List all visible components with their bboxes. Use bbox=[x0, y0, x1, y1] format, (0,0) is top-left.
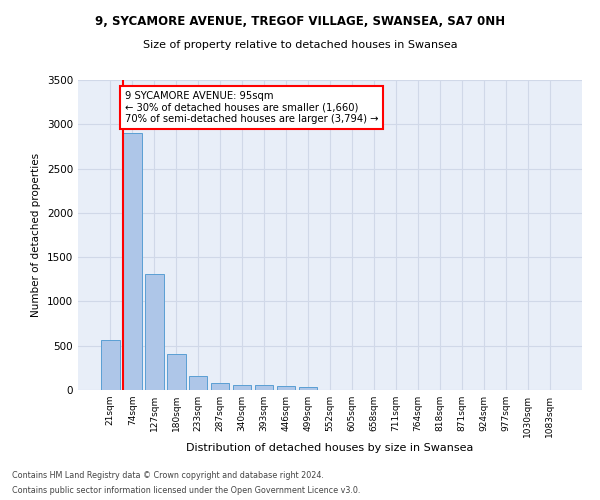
Text: Contains public sector information licensed under the Open Government Licence v3: Contains public sector information licen… bbox=[12, 486, 361, 495]
Bar bbox=[299, 386, 317, 390]
Bar bbox=[255, 385, 274, 390]
Bar bbox=[101, 340, 119, 390]
Text: Size of property relative to detached houses in Swansea: Size of property relative to detached ho… bbox=[143, 40, 457, 50]
Bar bbox=[211, 383, 229, 390]
Text: 9, SYCAMORE AVENUE, TREGOF VILLAGE, SWANSEA, SA7 0NH: 9, SYCAMORE AVENUE, TREGOF VILLAGE, SWAN… bbox=[95, 15, 505, 28]
Bar bbox=[145, 274, 164, 390]
Text: 9 SYCAMORE AVENUE: 95sqm
← 30% of detached houses are smaller (1,660)
70% of sem: 9 SYCAMORE AVENUE: 95sqm ← 30% of detach… bbox=[125, 90, 378, 124]
Bar bbox=[123, 133, 142, 390]
Bar bbox=[189, 376, 208, 390]
Y-axis label: Number of detached properties: Number of detached properties bbox=[31, 153, 41, 317]
Bar bbox=[277, 386, 295, 390]
Bar bbox=[233, 385, 251, 390]
Text: Contains HM Land Registry data © Crown copyright and database right 2024.: Contains HM Land Registry data © Crown c… bbox=[12, 471, 324, 480]
X-axis label: Distribution of detached houses by size in Swansea: Distribution of detached houses by size … bbox=[187, 442, 473, 452]
Bar bbox=[167, 354, 185, 390]
